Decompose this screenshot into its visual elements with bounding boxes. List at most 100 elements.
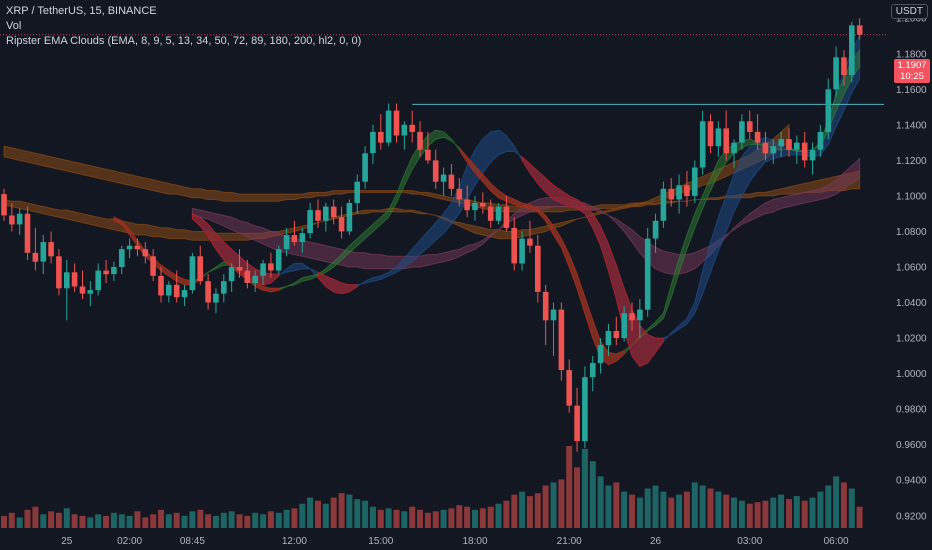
volume-bar [79, 515, 86, 528]
volume-bar [16, 517, 23, 528]
candle-body [385, 110, 392, 143]
candle-body [275, 249, 282, 271]
candle-body [401, 124, 408, 136]
candle-body [181, 290, 188, 298]
candle-body [24, 213, 31, 253]
volume-bar [299, 503, 306, 528]
candle-body [582, 377, 588, 442]
volume-bar [856, 506, 863, 528]
volume-bar [32, 506, 39, 528]
volume-bar [228, 511, 235, 528]
volume-bar [574, 467, 580, 528]
volume-bar [817, 491, 824, 528]
volume-bar [315, 500, 321, 528]
ema-cloud-8-9 [113, 48, 861, 366]
volume-bar [369, 506, 376, 528]
chart-legend: XRP / TetherUS, 15, BINANCE Vol Ripster … [6, 4, 361, 49]
y-axis-tick-label: 1.0000 [896, 369, 927, 380]
symbol-label[interactable]: XRP / TetherUS, 15, BINANCE [6, 5, 157, 17]
volume-bar [354, 499, 361, 528]
volume-bar [103, 515, 109, 528]
volume-bar [534, 493, 541, 528]
volume-bar [566, 446, 573, 528]
volume-bar [173, 512, 180, 528]
candle-body [236, 267, 243, 271]
volume-bar [267, 511, 274, 528]
volume-bar [165, 514, 172, 528]
volume-indicator-label[interactable]: Vol [6, 20, 22, 32]
candle-body [16, 213, 23, 225]
volume-bar [597, 476, 604, 528]
candle-body [417, 131, 423, 150]
volume-bar [770, 497, 777, 528]
candle-body [197, 256, 203, 282]
ema-clouds-indicator-label[interactable]: Ripster EMA Clouds (EMA, 8, 9, 5, 13, 34… [6, 35, 362, 47]
candle-body [841, 57, 847, 76]
volume-bar [456, 505, 463, 528]
candle-body [692, 167, 698, 196]
volume-bar [801, 500, 808, 528]
volume-bar [424, 512, 431, 528]
ema-cloud-bear-segment [317, 271, 358, 295]
candle-body [668, 188, 675, 200]
y-axis-tick-label: 1.1800 [896, 49, 927, 60]
candle-body [362, 153, 368, 182]
y-axis-tick-label: 1.1600 [896, 85, 927, 96]
x-axis-tick-label: 02:00 [117, 536, 142, 547]
volume-bar [746, 503, 753, 528]
volume-bar [197, 509, 204, 528]
y-axis-tick-label: 1.1000 [896, 191, 927, 202]
candle-body [637, 309, 643, 321]
candle-body [778, 139, 784, 147]
volume-bar [676, 494, 683, 528]
candle-body [472, 203, 478, 211]
candle-body [856, 25, 863, 35]
candle-body [801, 142, 808, 161]
currency-badge[interactable]: USDT [890, 4, 928, 19]
volume-bar [668, 497, 675, 528]
candle-body [715, 128, 722, 147]
candle-body [299, 233, 306, 243]
candle-body [432, 160, 439, 182]
candle-body [550, 309, 557, 321]
candle-body [676, 185, 682, 200]
candle-body [464, 199, 470, 211]
volume-bar [362, 500, 369, 528]
candle-body [409, 124, 415, 132]
candle-body [425, 149, 431, 161]
candle-body [338, 217, 345, 232]
volume-bar [158, 509, 164, 528]
candle-body [456, 188, 463, 200]
ema-cloud-34-50 [191, 157, 861, 275]
x-axis-tick-label: 25 [61, 536, 73, 547]
x-axis-tick-label: 12:00 [282, 536, 307, 547]
candle-body [699, 121, 706, 168]
volume-bar [244, 515, 251, 528]
x-axis-tick-label: 06:00 [824, 536, 849, 547]
volume-bar [440, 509, 447, 528]
candle-body [315, 210, 321, 221]
x-axis-tick-label: 21:00 [557, 536, 582, 547]
candle-body [723, 128, 729, 154]
volume-bar [778, 494, 785, 528]
volume-bar [833, 476, 840, 528]
volume-bar [142, 517, 149, 528]
volume-bar [589, 461, 596, 528]
volume-bar [526, 496, 533, 528]
y-axis-tick-label: 1.0200 [896, 334, 927, 345]
candle-body [660, 188, 667, 221]
candle-body [9, 215, 15, 225]
candle-body [1, 194, 7, 216]
candle-body [111, 267, 117, 275]
candle-body [244, 270, 251, 283]
volume-bar [63, 508, 70, 528]
volume-bar [55, 512, 62, 528]
candle-body [32, 252, 39, 262]
volume-bar [793, 496, 800, 528]
volume-bar [848, 488, 855, 528]
candle-body [205, 281, 211, 303]
candle-body [770, 146, 777, 154]
volume-bar [283, 509, 290, 528]
y-axis-tick-label: 1.1200 [896, 156, 927, 167]
